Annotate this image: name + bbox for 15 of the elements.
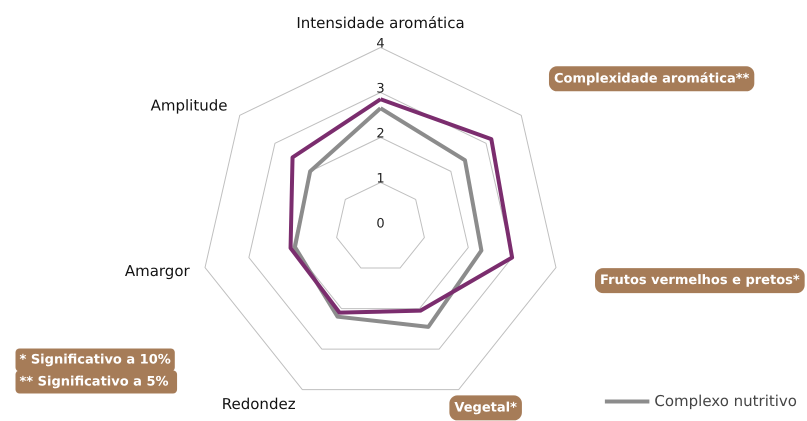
legend-label: Complexo nutritivo [654, 392, 797, 410]
spoke-label: Frutos vermelhos e pretos* [600, 273, 800, 288]
y-tick-label: 3 [376, 82, 385, 96]
y-tick-label: 1 [376, 172, 385, 186]
y-tick-label: 2 [376, 126, 385, 142]
spoke-label: Redondez [222, 394, 296, 413]
y-tick-label: 0 [376, 216, 385, 232]
text: ** Significativo a 5% [20, 374, 169, 390]
spoke-label: Intensidade aromática [296, 14, 465, 32]
text: * Significativo a 10% [20, 352, 171, 368]
spoke-label: Amplitude [150, 96, 228, 114]
spoke-label: Vegetal* [454, 400, 518, 416]
spoke-label: Amargor [124, 262, 190, 280]
y-tick-label: 4 [376, 36, 385, 52]
spoke-label: Complexidade aromática** [554, 71, 750, 86]
